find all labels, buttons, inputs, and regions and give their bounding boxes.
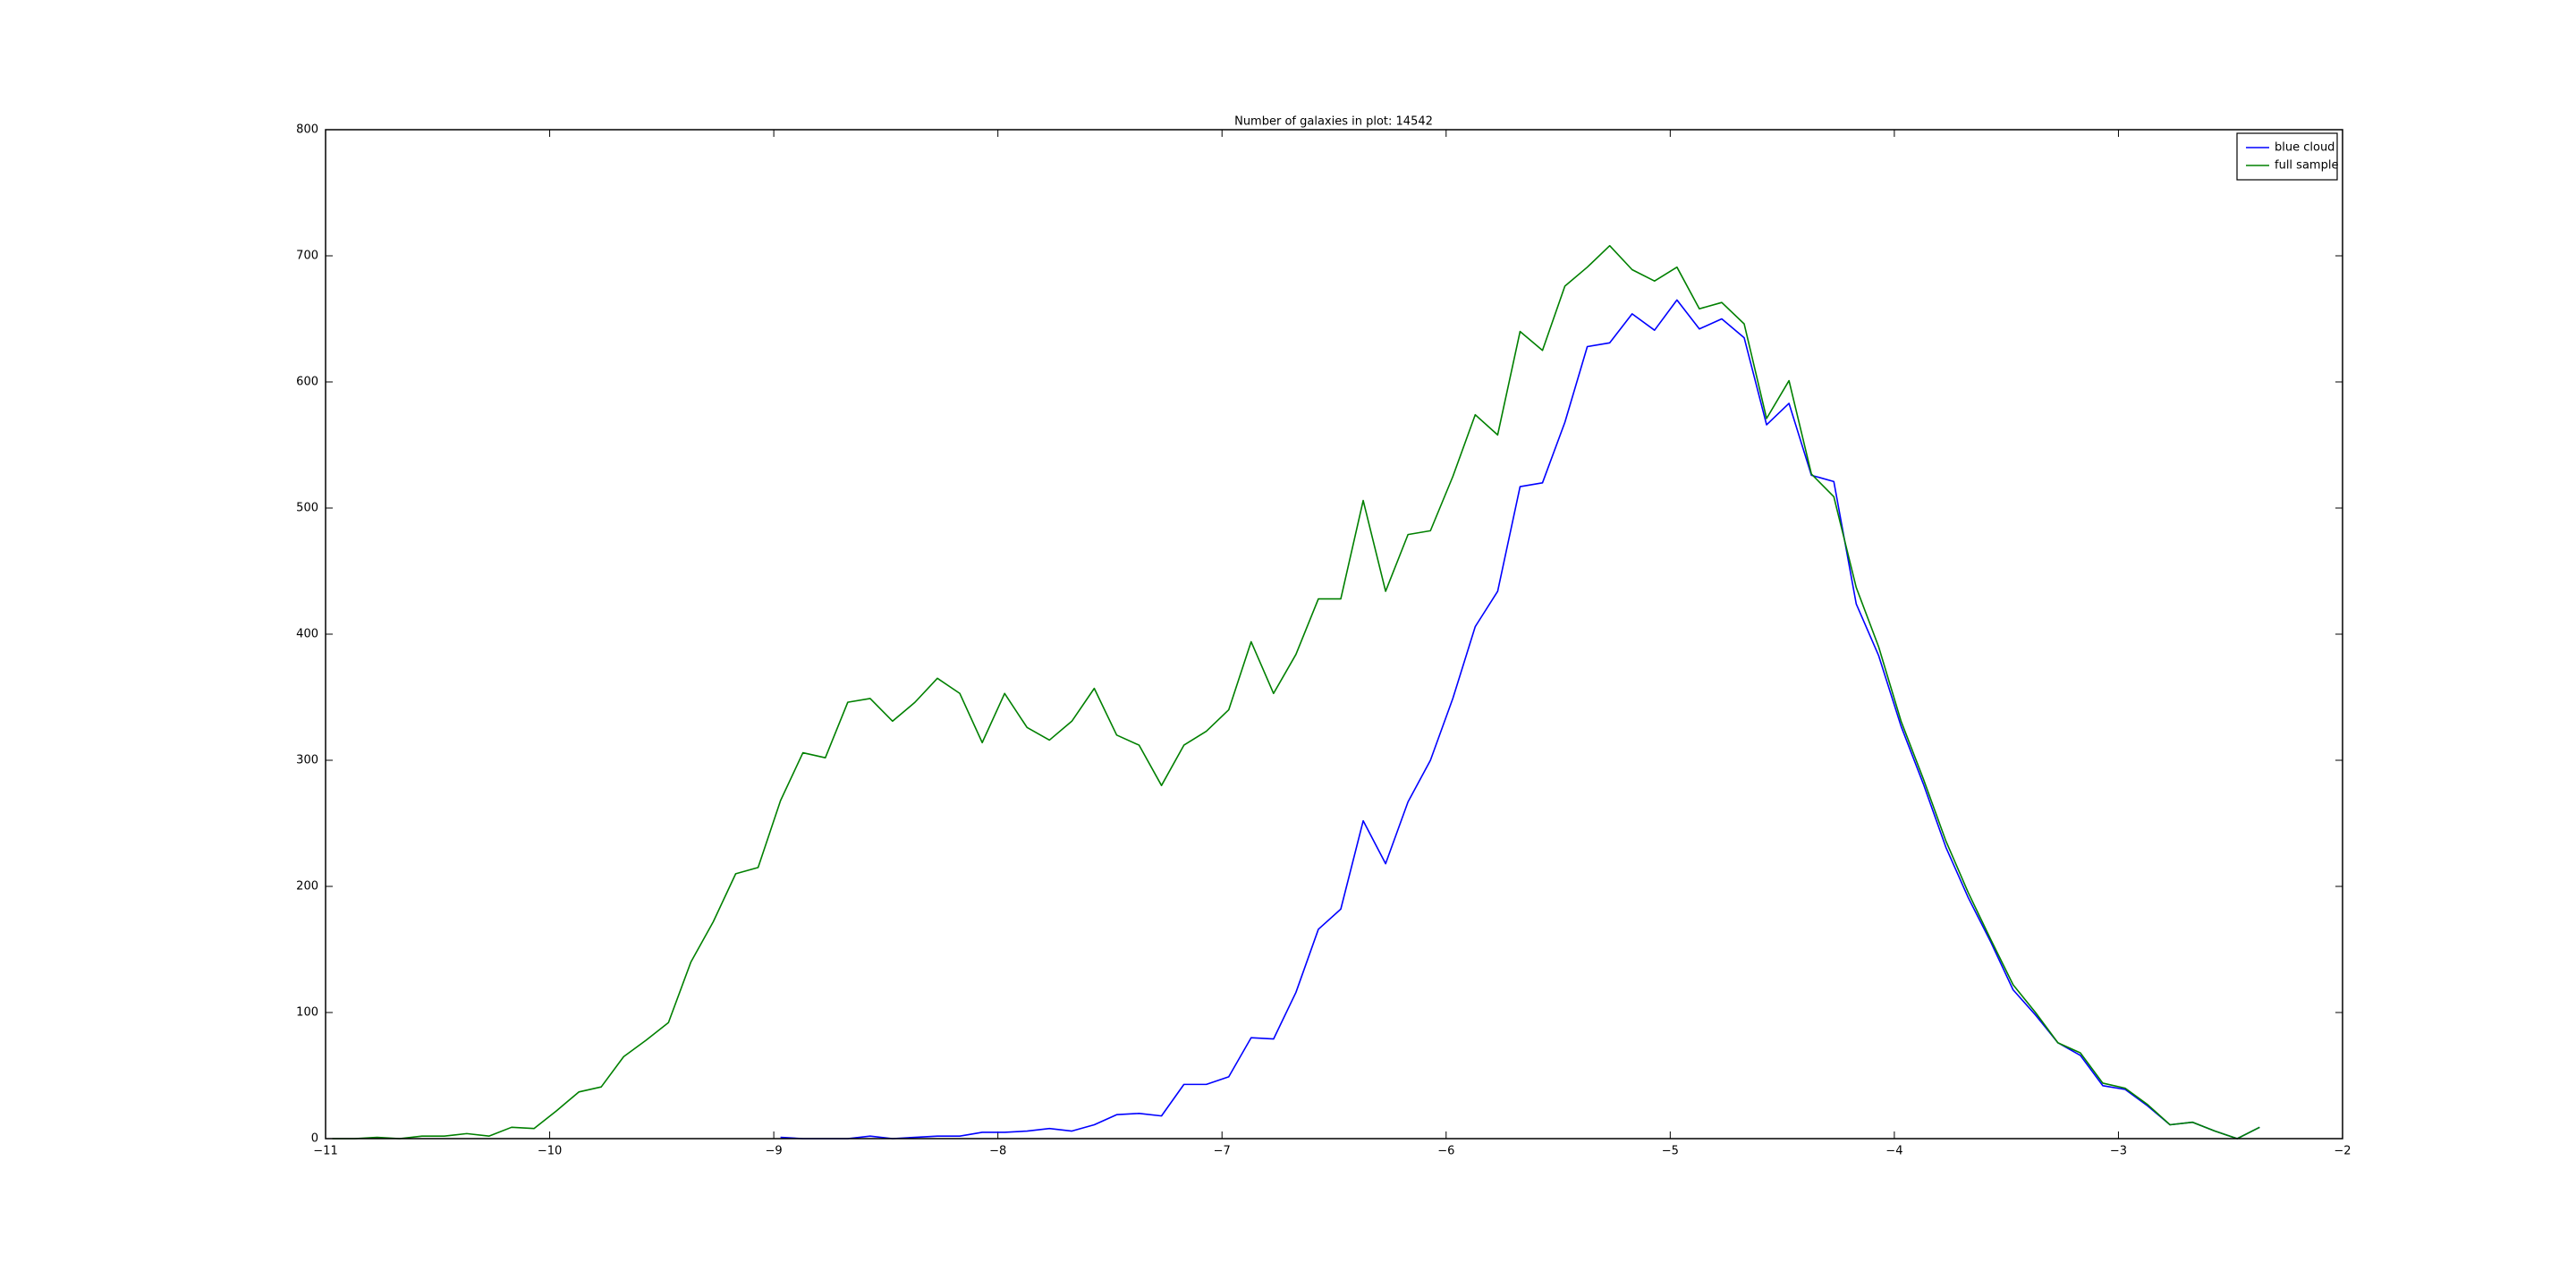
x-tick-label: −7	[1214, 1145, 1231, 1158]
x-tick-label: −10	[538, 1145, 562, 1158]
x-tick-label: −3	[2110, 1145, 2127, 1158]
y-tick-label: 600	[296, 376, 318, 389]
x-tick-label: −11	[313, 1145, 337, 1158]
y-tick-label: 700	[296, 250, 318, 263]
y-tick-label: 400	[296, 628, 318, 641]
x-tick-label: −6	[1437, 1145, 1454, 1158]
x-tick-label: −9	[766, 1145, 783, 1158]
data-line	[780, 299, 2260, 1140]
x-tick-label: −2	[2334, 1145, 2351, 1158]
y-tick-label: 800	[296, 123, 318, 137]
legend-label: blue cloud	[2275, 141, 2334, 155]
y-tick-label: 100	[296, 1006, 318, 1020]
x-tick-label: −4	[1885, 1145, 1902, 1158]
chart-title: Number of galaxies in plot: 14542	[1234, 115, 1433, 129]
y-tick-label: 0	[311, 1132, 318, 1146]
plot-frame	[325, 129, 2343, 1140]
y-tick-label: 500	[296, 502, 318, 515]
x-tick-label: −5	[1662, 1145, 1679, 1158]
legend-box	[2236, 132, 2338, 181]
x-tick-label: −8	[989, 1145, 1006, 1158]
data-line	[332, 244, 2260, 1140]
y-tick-label: 300	[296, 754, 318, 767]
legend-label: full sample	[2275, 159, 2338, 173]
y-tick-label: 200	[296, 880, 318, 894]
